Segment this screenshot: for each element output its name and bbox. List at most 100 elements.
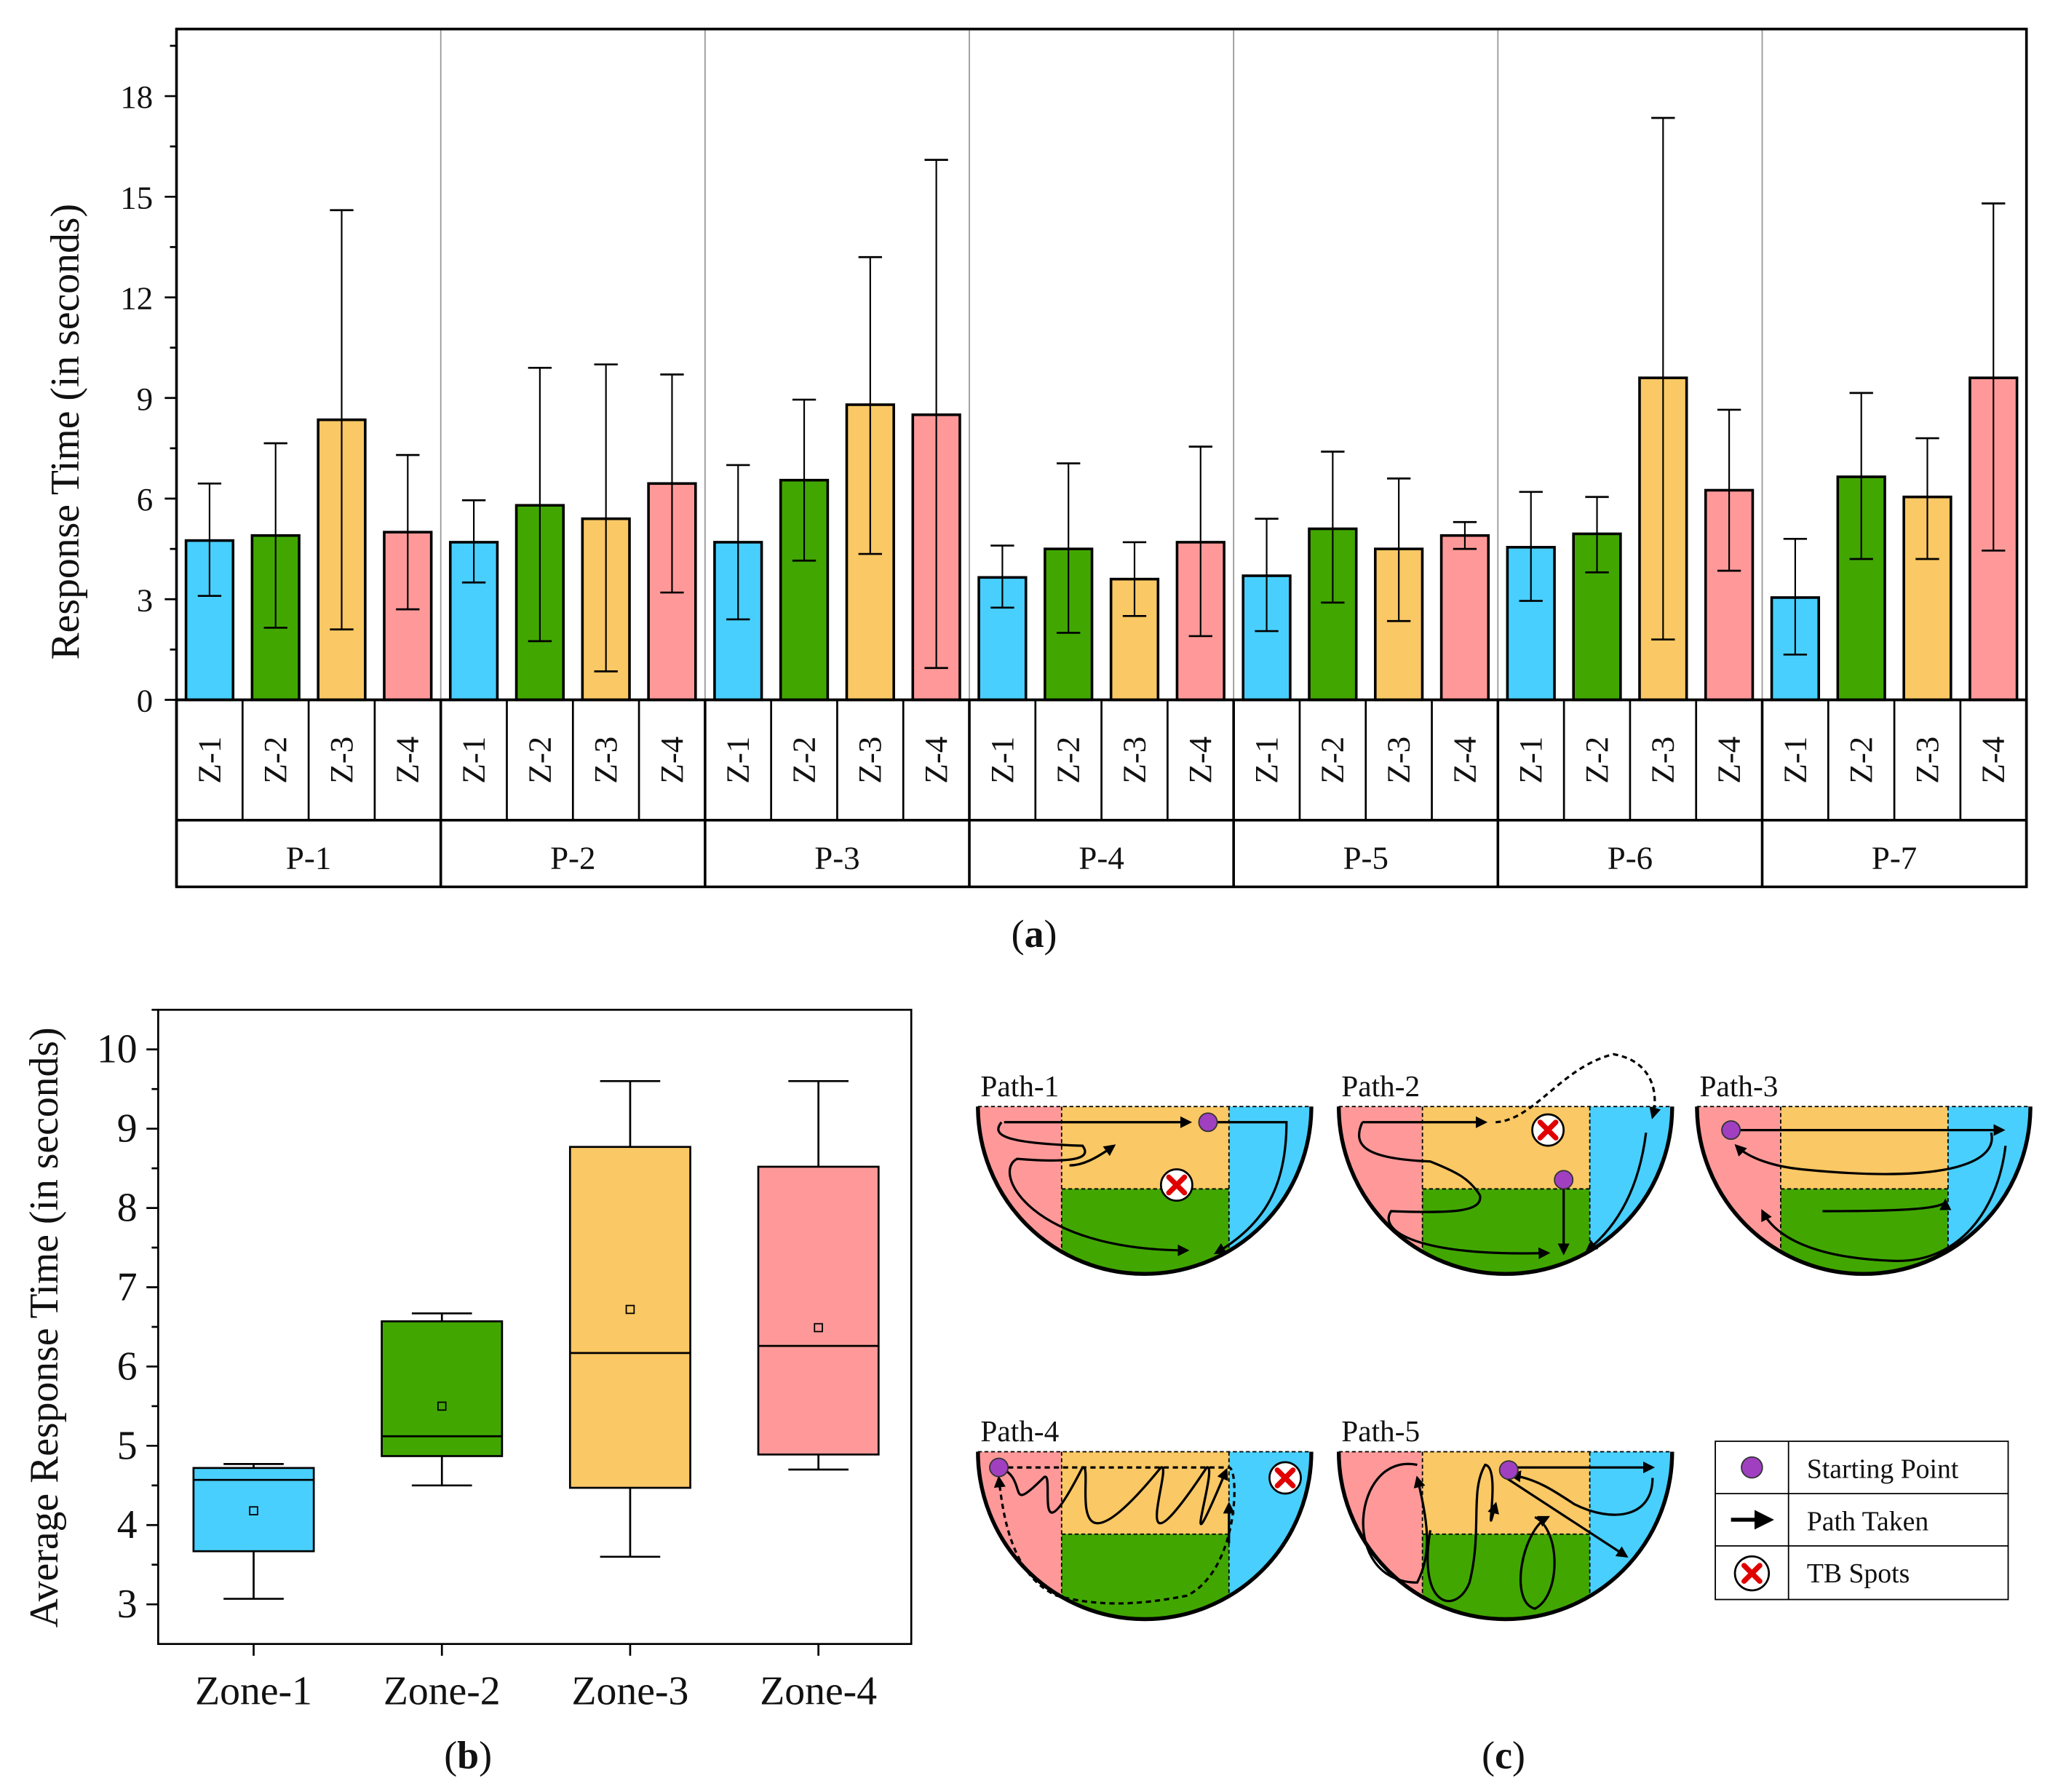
mean-marker: [249, 1506, 258, 1515]
tick-label-Z-3: Z-3: [1645, 737, 1681, 784]
path-taken-arrow: [1505, 1477, 1629, 1558]
path-diagrams-c: Path-1 Path-2 Path-3 Path-4 Path-5 Starting P…: [976, 1052, 2033, 1777]
zone-blue: [1228, 1106, 1311, 1274]
starting-point-icon: [1721, 1120, 1741, 1141]
zone-green: [1061, 1189, 1229, 1274]
y-tick-label: 10: [97, 1027, 138, 1072]
y-tick-label: 9: [117, 1106, 138, 1151]
zone-orange: [1780, 1106, 1948, 1189]
path-taken-arrow: [1358, 1122, 1551, 1259]
zone-pink: [977, 1451, 1062, 1619]
tick-label-Z-4: Z-4: [1710, 737, 1747, 784]
tick-label-Z-4: Z-4: [1446, 737, 1482, 784]
path-taken-arrow: [1069, 1144, 1116, 1167]
diagram-path-3: [1695, 1106, 2033, 1276]
tick-label-Z-3: Z-3: [1380, 737, 1417, 784]
tick-label-Z-2: Z-2: [1578, 737, 1615, 784]
box-Zone-3: [568, 1146, 691, 1489]
bowl-outline: [1336, 1106, 1674, 1276]
tick-label-Z-2: Z-2: [1314, 737, 1351, 784]
tick-label-Z-4: Z-4: [389, 737, 426, 784]
mean-marker: [437, 1401, 447, 1411]
legend-label: Starting Point: [1807, 1454, 1959, 1484]
path-taken-arrow: [1761, 1145, 2007, 1262]
y-tick-label: 12: [120, 280, 153, 317]
tick-label-Z-1: Z-1: [1248, 737, 1284, 784]
group-label-P-1: P-1: [286, 839, 331, 876]
tick-label-Z-1: Z-1: [191, 737, 227, 784]
zone-green: [1061, 1534, 1229, 1619]
path-label-2: Path-2: [1341, 1069, 1420, 1103]
tick-label-Z-2: Z-2: [1843, 737, 1879, 784]
tb-spot-icon: [1268, 1461, 1302, 1495]
paren: ): [1512, 1733, 1525, 1777]
tick-label-Z-3: Z-3: [323, 737, 359, 784]
bar-P-6-Z-4: [1704, 488, 1755, 702]
mean-marker: [625, 1304, 635, 1315]
tb-cross: [1537, 1119, 1559, 1141]
zone-borders: [1060, 1106, 1230, 1274]
bar-chart-a: Z-1 Z-2 Z-3 Z-4 P-1 Z-1 Z-2 Z-3 Z-4 P-2 Z-1 Z-2 Z-3 Z…: [43, 28, 2028, 956]
diagram-path-5: [1336, 1451, 1674, 1622]
starting-point-icon: [1498, 1460, 1519, 1480]
y-axis-title: Response Time (in seconds): [43, 204, 88, 659]
panel-label-c: (c): [1482, 1733, 1525, 1777]
y-tick-label: 0: [137, 683, 153, 719]
legend-label: Path Taken: [1807, 1506, 1929, 1537]
legend: Starting Point Path Taken TB Spots: [1715, 1440, 2009, 1601]
paren: (: [1012, 912, 1025, 956]
path-label-5: Path-5: [1341, 1414, 1420, 1448]
zone-borders: [1780, 1106, 1949, 1274]
y-tick-label: 4: [117, 1502, 138, 1547]
path-taken-arrow: [1585, 1132, 1648, 1252]
panel-label-a: (a): [1012, 912, 1057, 956]
group-label-P-5: P-5: [1343, 839, 1388, 876]
tick-label-Z-4: Z-4: [1182, 737, 1218, 784]
x-tick-label-Zone-3: Zone-3: [572, 1668, 689, 1713]
y-tick-label: 3: [117, 1582, 138, 1627]
tb-cross: [1741, 1563, 1763, 1584]
group-label-P-4: P-4: [1078, 839, 1124, 876]
y-tick-label: 18: [120, 79, 153, 115]
bar-P-6-Z-2: [1572, 532, 1622, 702]
tick-label-Z-1: Z-1: [1776, 737, 1813, 784]
path-taken-arrow: [1509, 1470, 1654, 1516]
y-tick-label: 15: [120, 179, 153, 215]
zone-pink: [977, 1106, 1062, 1274]
zones: [977, 1106, 1311, 1274]
group-label-P-7: P-7: [1872, 839, 1917, 876]
group-label-P-2: P-2: [550, 839, 595, 876]
path-taken-arrow: [1822, 1198, 1952, 1213]
starting-point-icon: [1198, 1112, 1218, 1133]
group-label-P-6: P-6: [1608, 839, 1653, 876]
bowl-outline: [976, 1451, 1314, 1622]
y-tick-label: 8: [117, 1186, 138, 1231]
bowl-outline: [1336, 1451, 1674, 1622]
tb-spot-icon: [1159, 1168, 1193, 1202]
tick-label-Z-4: Z-4: [1975, 737, 2011, 784]
tb-spot-icon: [1531, 1113, 1565, 1147]
zone-green: [1422, 1534, 1590, 1619]
y-tick-label: 9: [137, 381, 153, 417]
y-tick-label: 5: [117, 1423, 138, 1468]
y-tick-label: 3: [137, 582, 153, 618]
tick-label-Z-2: Z-2: [785, 737, 822, 784]
box-Zone-2: [381, 1320, 504, 1457]
x-tick-label-Zone-2: Zone-2: [384, 1668, 501, 1713]
zone-green: [1780, 1189, 1948, 1274]
panel-label-b: (b): [444, 1733, 492, 1777]
panel-letter: c: [1495, 1733, 1512, 1777]
zone-pink: [1338, 1106, 1423, 1274]
path-taken-arrow: [1495, 1052, 1661, 1124]
legend-label: TB Spots: [1807, 1558, 1910, 1589]
x-tick-label-Zone-4: Zone-4: [760, 1668, 877, 1713]
tick-label-Z-1: Z-1: [720, 737, 756, 784]
paren: ): [479, 1733, 492, 1777]
tick-label-Z-3: Z-3: [851, 737, 888, 784]
path-taken-arrow: [1734, 1132, 1993, 1175]
starting-point-icon: [989, 1457, 1009, 1478]
path-taken-arrow: [1519, 1515, 1556, 1610]
path-label-3: Path-3: [1700, 1069, 1779, 1103]
diagram-path-1: [976, 1106, 1314, 1276]
